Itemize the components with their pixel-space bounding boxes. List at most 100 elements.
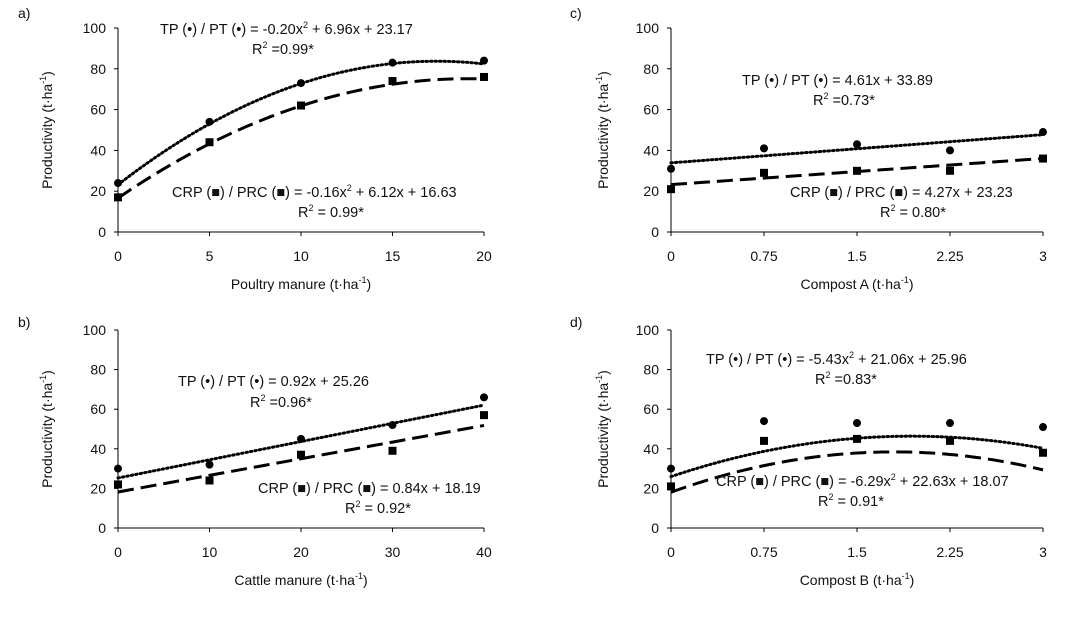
crp-equation-part: + 6.12x + 16.63 <box>352 185 457 201</box>
y-axis-label-close: ) <box>39 71 55 76</box>
panel-d: d) 0 20 40 60 80 100 0 0.75 1.5 2.25 3 Compost B (t·… <box>570 314 1047 588</box>
y-tick-label: 80 <box>90 61 106 77</box>
x-tick-label: 20 <box>293 544 309 560</box>
y-axis-label-sup: -1 <box>38 375 48 383</box>
tp-data-point <box>297 434 305 443</box>
y-tick-label: 40 <box>90 441 106 457</box>
x-tick-label: 0 <box>114 248 122 264</box>
tp-equation-sup: 2 <box>303 20 308 30</box>
y-axis-label-sup: -1 <box>594 375 604 383</box>
crp-data-point <box>480 72 488 81</box>
tp-r2-main: R <box>250 395 260 411</box>
x-tick-label: 3 <box>1039 544 1047 560</box>
y-axis-label: Productivity (t·ha-1) <box>594 71 611 189</box>
tp-equation: TP (•) / PT (•) = -0.20x2 + 6.96x + 23.1… <box>160 20 413 38</box>
tp-data-point <box>297 79 305 88</box>
panel-label: b) <box>18 314 30 330</box>
x-axis-label-sup: -1 <box>902 571 910 581</box>
crp-data-point <box>297 450 305 459</box>
tp-data-point <box>480 393 488 402</box>
tp-trendline <box>669 133 1045 165</box>
x-axis-label: Compost B (t·ha-1) <box>800 571 915 588</box>
crp-data-point <box>297 101 305 110</box>
crp-data-point <box>388 77 397 86</box>
y-tick-label: 100 <box>636 322 660 338</box>
y-tick-label: 20 <box>643 183 659 199</box>
x-axis-label: Poultry manure (t·ha-1) <box>231 275 371 292</box>
y-tick-label: 40 <box>643 142 659 158</box>
tp-r2-close: =0.99* <box>268 42 315 58</box>
y-axis-label-sup: -1 <box>594 76 604 84</box>
y-tick-label: 20 <box>90 480 106 496</box>
x-tick-label: 0 <box>114 544 122 560</box>
tp-equation-part: + 6.96x + 23.17 <box>308 22 413 38</box>
tp-r2-close: =0.73* <box>829 93 876 109</box>
tp-r2-sup: 2 <box>823 91 828 101</box>
tp-r2-close: =0.83* <box>831 372 878 388</box>
panel-b: b) 0 20 40 60 80 100 0 10 20 30 40 Cattle manure (t·… <box>18 314 492 588</box>
y-tick-label: 0 <box>651 520 659 536</box>
tp-data-point <box>760 144 768 153</box>
x-tick-label: 2.25 <box>936 248 963 264</box>
crp-data-point <box>205 476 214 485</box>
crp-r2: R2 = 0.99* <box>298 203 364 221</box>
tp-data-point <box>114 464 122 473</box>
y-tick-label: 60 <box>643 401 659 417</box>
crp-equation: CRP (■) / PRC (■) = -6.29x2 + 22.63x + 1… <box>716 472 1009 490</box>
tp-r2-sup: 2 <box>825 370 830 380</box>
y-tick-label: 80 <box>643 362 659 378</box>
tp-data-point <box>205 117 214 126</box>
y-tick-label: 40 <box>90 142 106 158</box>
x-axis-label-close: ) <box>910 572 915 588</box>
tp-data-point <box>853 140 861 149</box>
crp-r2-sup: 2 <box>355 499 360 509</box>
crp-trendline <box>117 77 485 200</box>
crp-r2-sup: 2 <box>308 203 313 213</box>
x-axis-label-sup: -1 <box>355 571 363 581</box>
tp-equation-part: + 21.06x + 25.96 <box>854 352 967 368</box>
y-tick-label: 80 <box>643 61 659 77</box>
crp-data-point <box>388 446 397 455</box>
tp-equation-part: TP (•) / PT (•) = 4.61x + 33.89 <box>742 73 933 89</box>
y-tick-label: 20 <box>90 183 106 199</box>
tp-data-point <box>760 417 768 426</box>
x-axis-label-close: ) <box>363 572 368 588</box>
crp-equation-sup: 2 <box>891 472 896 482</box>
crp-equation: CRP (■) / PRC (■) = 0.84x + 18.19 <box>258 481 481 497</box>
x-axis-label-main: Poultry manure (t·ha <box>231 276 359 292</box>
tp-data-point <box>667 464 675 473</box>
y-axis-label-main: Productivity (t·ha <box>595 84 611 189</box>
x-tick-label: 1.5 <box>847 248 867 264</box>
crp-r2-close: = 0.91* <box>834 494 885 510</box>
tp-r2-close: =0.96* <box>266 395 313 411</box>
x-axis-label: Compost A (t·ha-1) <box>800 275 913 292</box>
crp-data-point <box>853 166 861 175</box>
x-tick-label: 5 <box>206 248 214 264</box>
tp-r2: R2 =0.83* <box>815 370 877 388</box>
crp-equation-part: CRP (■) / PRC (■) = 4.27x + 23.23 <box>790 185 1013 201</box>
tp-r2-main: R <box>813 93 823 109</box>
crp-data-point <box>760 436 768 445</box>
panel-label: a) <box>18 5 30 21</box>
panel-label: d) <box>570 314 582 330</box>
x-tick-label: 2.25 <box>936 544 963 560</box>
y-axis-label-close: ) <box>39 370 55 375</box>
y-tick-label: 60 <box>90 401 106 417</box>
y-tick-label: 100 <box>636 20 660 36</box>
y-axis-label-sup: -1 <box>38 76 48 84</box>
x-tick-label: 0 <box>667 248 675 264</box>
y-tick-label: 60 <box>90 102 106 118</box>
crp-equation-sup: 2 <box>347 183 352 193</box>
x-tick-label: 10 <box>293 248 309 264</box>
crp-data-point <box>114 193 122 202</box>
crp-r2: R2 = 0.91* <box>818 492 884 510</box>
tp-r2: R2 =0.96* <box>250 393 312 411</box>
y-axis-label: Productivity (t·ha-1) <box>38 370 55 488</box>
crp-r2-close: = 0.92* <box>361 501 412 517</box>
y-tick-label: 100 <box>83 20 107 36</box>
crp-equation-part: + 22.63x + 18.07 <box>896 474 1009 490</box>
y-tick-label: 0 <box>98 224 106 240</box>
y-tick-label: 60 <box>643 102 659 118</box>
x-tick-label: 0.75 <box>750 544 777 560</box>
